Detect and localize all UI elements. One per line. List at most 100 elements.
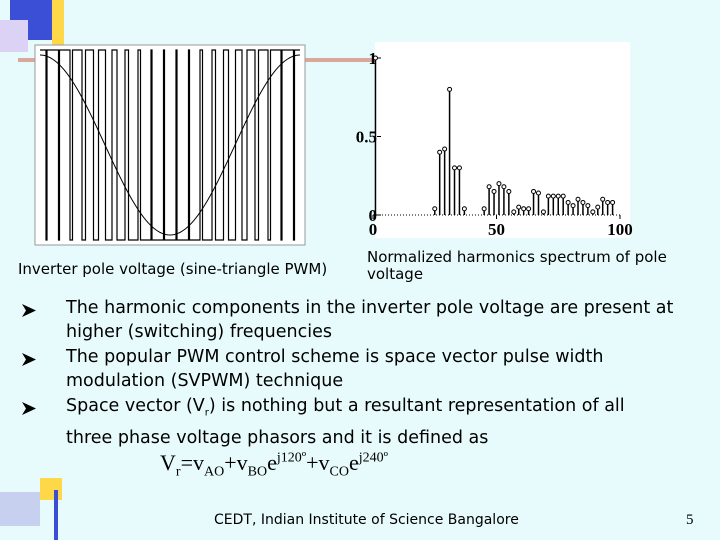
stem-marker	[516, 204, 522, 210]
stem	[461, 206, 467, 215]
stem-marker	[521, 206, 527, 212]
stem-marker	[372, 55, 378, 61]
formula-part: =v	[180, 450, 204, 475]
stem	[555, 193, 561, 215]
stem	[496, 181, 502, 215]
formula-part: j120º	[276, 450, 307, 466]
stem	[550, 193, 556, 215]
formula-part: j240º	[358, 450, 388, 466]
bullet-text: Space vector (Vr) is nothing but a resul…	[66, 394, 676, 450]
sine-reference	[39, 54, 301, 236]
stem	[501, 184, 507, 215]
stem	[481, 206, 487, 215]
formula-part: +v	[306, 450, 330, 475]
stem	[565, 199, 571, 215]
bullet-text: The harmonic components in the inverter …	[66, 296, 676, 344]
x-tick-label: 100	[607, 220, 633, 239]
stem	[560, 193, 566, 215]
stem	[580, 199, 586, 215]
stem	[600, 196, 606, 215]
stem-marker	[452, 165, 458, 171]
stem-marker	[560, 193, 566, 199]
stem	[585, 203, 591, 215]
stem	[526, 206, 532, 215]
y-tick-label: 1	[369, 49, 378, 68]
arrow-shape	[22, 402, 36, 415]
arrow-icon	[22, 402, 36, 415]
stem	[605, 199, 611, 215]
formula-part: e	[267, 450, 277, 475]
bullet-text: The popular PWM control scheme is space …	[66, 345, 676, 393]
stem	[516, 204, 522, 215]
stem	[610, 199, 616, 215]
stem	[545, 193, 551, 215]
stem	[575, 196, 581, 215]
stem-marker	[555, 193, 561, 199]
stem-marker	[511, 209, 517, 215]
stem-marker	[575, 196, 581, 202]
text-run: r	[204, 407, 209, 419]
stem	[447, 86, 453, 215]
stem-marker	[442, 146, 448, 152]
stem-marker	[526, 206, 532, 212]
stem	[432, 206, 438, 215]
page-number: 5	[686, 512, 694, 528]
stem	[506, 188, 512, 215]
stem	[456, 165, 462, 215]
stem-marker	[531, 188, 537, 194]
formula-part: +v	[224, 450, 248, 475]
stem-marker	[550, 193, 556, 199]
formula-part: AO	[203, 464, 225, 480]
deco-line	[54, 490, 58, 540]
stem-marker	[432, 206, 438, 212]
formula-part: e	[348, 450, 359, 475]
formula-part: BO	[247, 464, 268, 480]
stem	[437, 149, 443, 215]
stem	[442, 146, 448, 215]
deco-square	[0, 20, 28, 52]
y-tick-label: 0.5	[356, 128, 377, 147]
x-tick-label: 0	[369, 220, 378, 239]
stem-marker	[545, 193, 551, 199]
formula-part: V	[160, 450, 176, 475]
stem-marker	[595, 204, 601, 210]
stem	[491, 188, 497, 215]
stem-marker	[491, 188, 497, 194]
stem	[511, 209, 517, 215]
stem	[595, 204, 601, 215]
stem	[486, 184, 492, 215]
stem-marker	[590, 209, 596, 215]
stem-marker	[600, 196, 606, 202]
stem-marker	[501, 184, 507, 190]
formula: Vr=vAO+vBOej120º+vCOej240º	[160, 450, 388, 480]
stem-marker	[506, 188, 512, 194]
stem-marker	[461, 206, 467, 212]
stem	[570, 203, 576, 215]
stem-marker	[610, 199, 616, 205]
bullet-arrow	[22, 351, 36, 370]
stem	[590, 209, 596, 215]
text-run: The harmonic components in the inverter …	[66, 298, 674, 342]
stem	[531, 188, 537, 215]
formula-part: r	[175, 464, 181, 480]
stem	[452, 165, 458, 215]
stem-marker	[580, 199, 586, 205]
stem-marker	[481, 206, 487, 212]
stem-marker	[535, 190, 541, 196]
stem-marker	[585, 203, 591, 209]
deco-square	[0, 492, 40, 526]
stem	[540, 209, 546, 215]
bullet-arrow	[22, 302, 36, 321]
formula-part: CO	[329, 464, 349, 480]
spectrum-frame	[375, 42, 630, 238]
text-run: Space vector (V	[66, 396, 205, 416]
bullet-arrow	[22, 400, 36, 419]
footer: CEDT, Indian Institute of Science Bangal…	[214, 512, 519, 528]
deco-square	[40, 478, 62, 500]
stem-marker	[570, 203, 576, 209]
stem	[372, 55, 378, 215]
arrow-icon	[22, 353, 36, 366]
stem-marker	[605, 199, 611, 205]
